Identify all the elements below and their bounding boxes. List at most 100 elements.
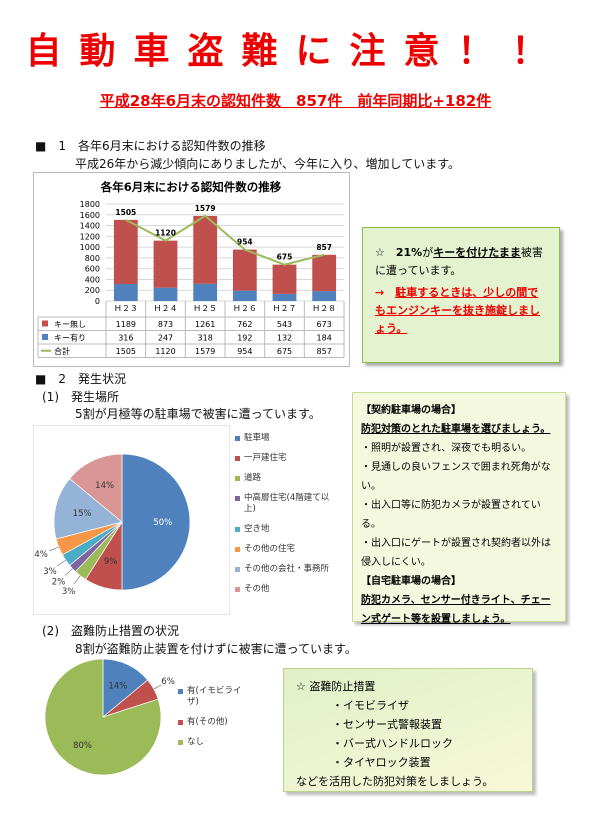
value-label: 954 <box>237 238 253 247</box>
y-tick-label: 1200 <box>80 232 100 241</box>
bar <box>232 249 257 291</box>
y-tick-label: 1400 <box>80 222 100 231</box>
x-tick-label: Ｈ２７ <box>273 304 297 313</box>
value-label: 1120 <box>155 229 176 238</box>
legend-swatch <box>235 587 240 592</box>
legend-label: その他 <box>244 584 270 594</box>
bar <box>272 264 297 294</box>
legend-swatch <box>235 456 240 461</box>
text: キーを付けたまま <box>433 246 521 259</box>
legend-swatch <box>235 567 240 572</box>
text: 被害に遭っています。 <box>375 246 543 277</box>
table-value: 184 <box>317 334 332 343</box>
legend: 駐車場 一戸建住宅 道路 中高層住宅(4階建て以上) 空き地 その他の住宅 その他の会社・事… <box>235 433 330 604</box>
table-value: 132 <box>277 334 292 343</box>
legend-key <box>42 334 48 340</box>
box-heading: 【契約駐車場の場合】 <box>361 405 461 416</box>
table-value: 1261 <box>195 320 215 329</box>
y-tick-label: 800 <box>85 254 100 263</box>
value-label: 15% <box>73 509 92 519</box>
bar <box>153 287 178 301</box>
section-heading: ■ 1 各年6月末における認知件数の推移 <box>35 139 266 153</box>
legend-swatch <box>178 689 183 694</box>
bar <box>113 219 138 284</box>
table-value: 673 <box>317 320 332 329</box>
value-label: 1579 <box>195 204 216 213</box>
subheading: (2) 盗難防止措置の状況 <box>42 624 179 638</box>
parking-box: 【契約駐車場の場合】 防犯対策のとれた駐車場を選びましょう。 ・照明が設置され、… <box>352 392 566 625</box>
legend-label: 中高層住宅(4階建て以上) <box>244 493 330 514</box>
pie-slice <box>102 658 149 718</box>
line <box>125 214 325 266</box>
section-text: 5割が月極等の駐車場で被害に遭っています。 <box>75 407 321 421</box>
bullet: ・照明が設置され、深夜でも明るい。 <box>361 443 532 454</box>
y-tick-label: 600 <box>85 265 100 274</box>
bar <box>232 290 257 301</box>
legend-item: 一戸建住宅 <box>235 453 330 464</box>
legend-swatch <box>235 476 240 481</box>
x-tick-label: Ｈ２６ <box>233 304 257 313</box>
bar <box>312 291 337 301</box>
value-label: 14% <box>108 682 127 692</box>
pie-chart: 14% 6% 80% <box>44 658 175 776</box>
x-tick-label: Ｈ２５ <box>193 304 217 313</box>
section-heading: ■ 2 発生状況 <box>35 372 126 386</box>
box-lead: 防犯対策のとれた駐車場を選びましょう。 <box>361 424 551 435</box>
x-tick-label: Ｈ２３ <box>114 304 138 313</box>
table-value: 318 <box>198 334 213 343</box>
value-label: 50% <box>153 518 172 528</box>
table-value: 857 <box>317 347 332 356</box>
legend-item: その他の住宅 <box>235 544 330 555</box>
section-text: 8割が盗難防止装置を付けずに被害に遭っています。 <box>75 642 357 656</box>
y-tick-label: 1000 <box>80 243 100 252</box>
legend-label: 有(イモビライザ) <box>187 686 242 707</box>
bar <box>153 240 178 288</box>
leader-line <box>49 546 59 552</box>
value-label: 14% <box>95 481 114 491</box>
notice-advice: → 駐車するときは、少しの間でもエンジンキーを抜き施錠しましょう。 <box>375 284 549 338</box>
legend-item: 有(その他) <box>178 717 248 728</box>
value-label: 80% <box>73 741 92 751</box>
notice-box: ☆ 21%がキーを付けたまま被害に遭っています。 → 駐車するときは、少しの間で… <box>362 227 560 363</box>
bullet: ・見通しの良いフェンスで囲まれ死角がない。 <box>361 462 551 492</box>
table-value: 192 <box>237 334 252 343</box>
value-label: 857 <box>316 243 332 252</box>
table-value: 316 <box>118 334 133 343</box>
text: 21% <box>395 246 423 259</box>
legend-swatch <box>235 547 240 552</box>
y-tick-label: 1800 <box>80 200 100 209</box>
legend-label: 有(その他) <box>187 717 228 727</box>
table-value: 954 <box>237 347 252 356</box>
legend-label: 一戸建住宅 <box>244 453 287 463</box>
bar <box>113 283 138 301</box>
text: ☆ <box>375 246 396 259</box>
leader-line <box>64 568 73 576</box>
bar <box>312 254 337 292</box>
y-tick-label: 200 <box>85 286 100 295</box>
value-label: 6% <box>161 677 175 687</box>
legend-label: なし <box>187 737 205 747</box>
bullet: ・出入口にゲートが設置され契約者以外は侵入しにくい。 <box>361 538 551 568</box>
item: ・センサー式警報装置 <box>332 718 442 731</box>
legend-item: なし <box>178 737 248 748</box>
table-value: 1505 <box>116 347 136 356</box>
value-label: 1505 <box>115 208 136 217</box>
text: 駐車するときは、少しの間でもエンジンキーを抜き施錠しましょう。 <box>375 286 540 335</box>
legend-swatch <box>235 436 240 441</box>
subheading: (1) 発生場所 <box>42 390 119 404</box>
table-value: 247 <box>158 334 173 343</box>
item: ・バー式ハンドルロック <box>332 737 453 750</box>
y-tick-label: 400 <box>85 275 100 284</box>
table-value: 1189 <box>116 320 136 329</box>
y-tick-label: 0 <box>95 297 100 306</box>
legend-swatch <box>235 527 240 532</box>
subtitle: 平成28年6月末の認知件数 857件 前年同期比+182件 <box>99 92 492 110</box>
leader-line <box>153 684 162 690</box>
table-value: 543 <box>277 320 292 329</box>
value-label: 3% <box>43 567 57 577</box>
box-lead: 防犯カメラ、センサー付きライト、チェーン式ゲート等を設置しましょう。 <box>361 595 551 625</box>
x-tick-label: Ｈ２８ <box>312 304 336 313</box>
pie-slice <box>44 658 162 776</box>
section-text: 平成26年から減少傾向にありましたが、今年に入り、増加しています。 <box>75 157 460 171</box>
